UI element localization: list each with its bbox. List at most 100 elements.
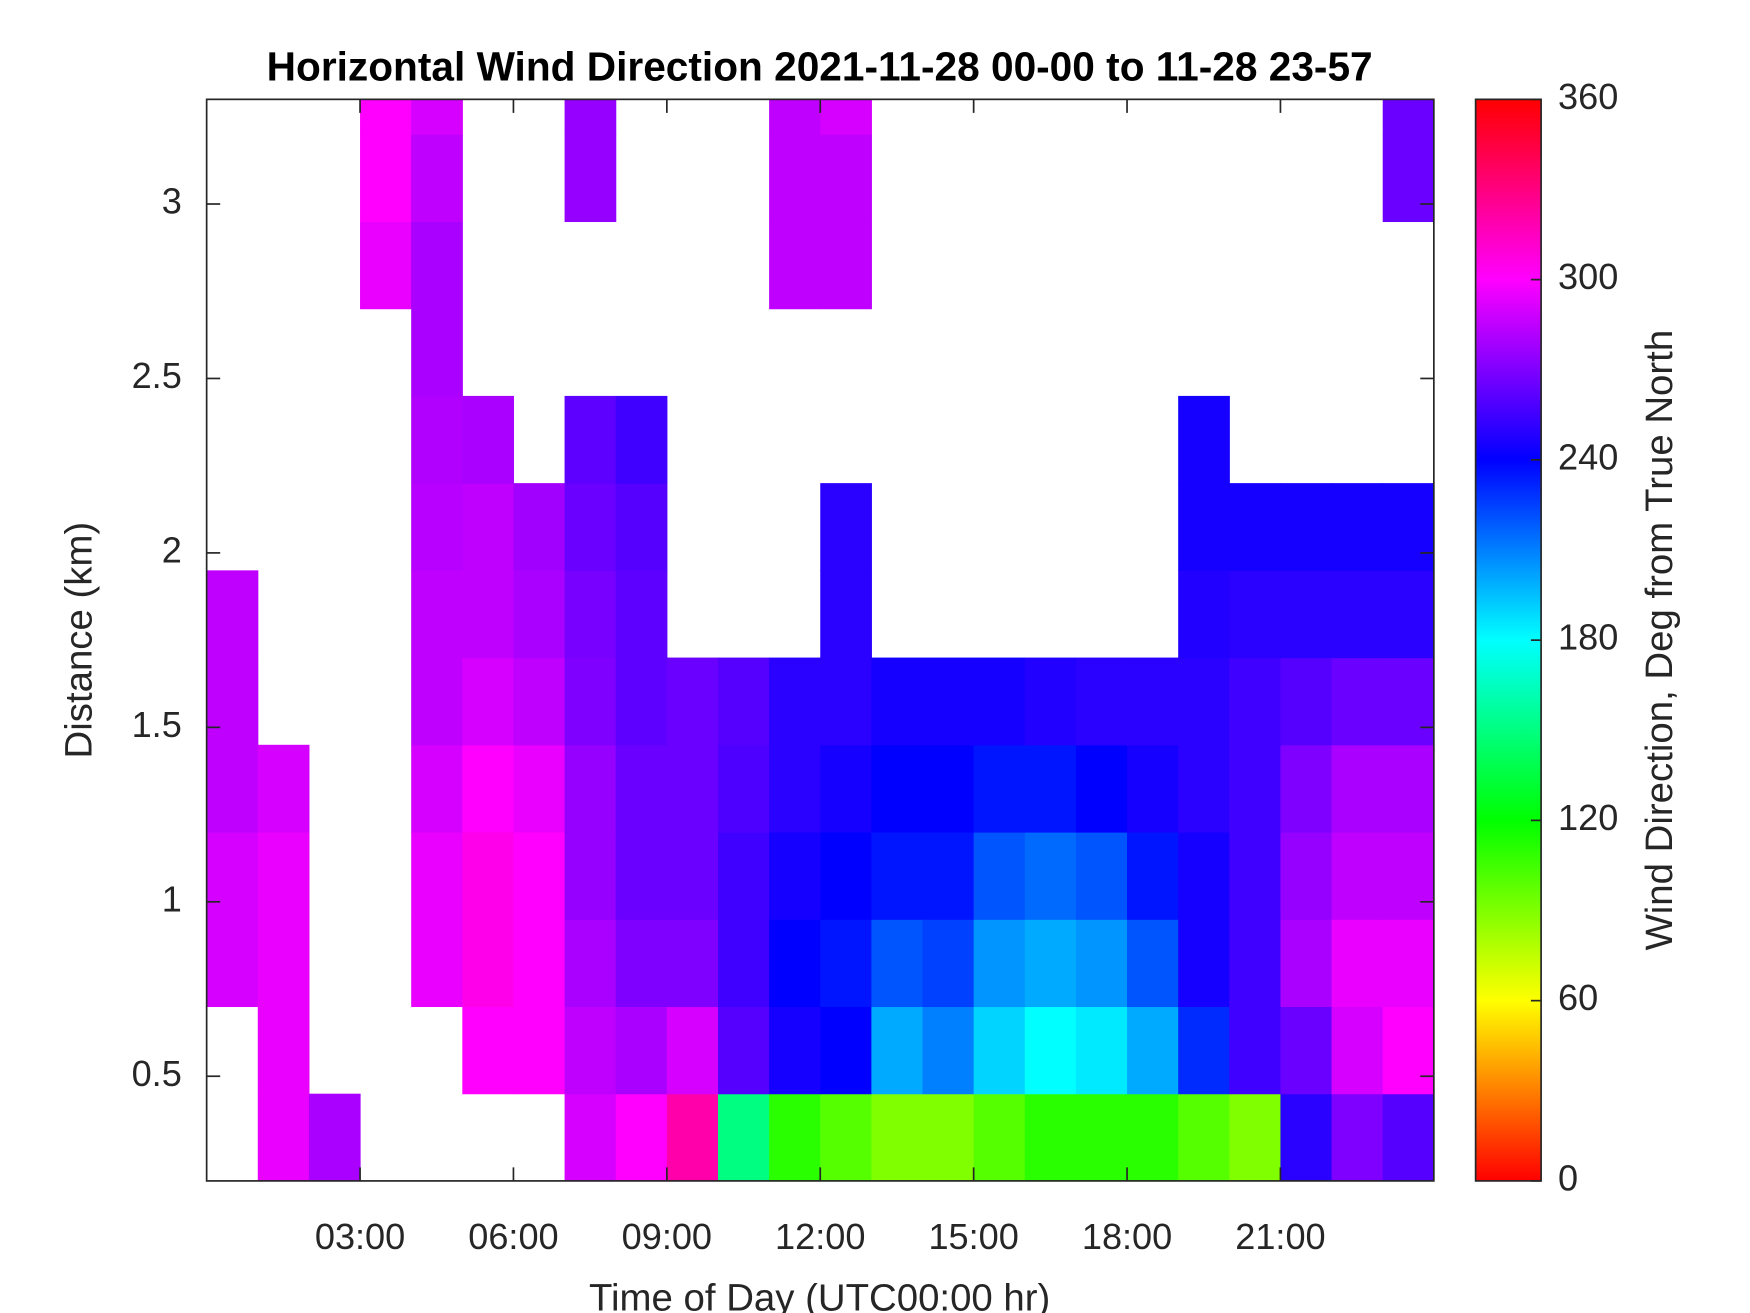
heatmap-cell bbox=[871, 1006, 924, 1095]
heatmap-cell bbox=[666, 744, 719, 833]
heatmap-cell bbox=[1331, 744, 1384, 833]
colorbar-tick-label: 60 bbox=[1558, 977, 1598, 1018]
heatmap-cell bbox=[871, 1093, 924, 1181]
heatmap-cell bbox=[1229, 1006, 1282, 1095]
heatmap-cell bbox=[411, 570, 463, 659]
heatmap-cell bbox=[513, 483, 566, 571]
heatmap-cell bbox=[769, 744, 821, 833]
x-axis-label: Time of Day (UTC00:00 hr) bbox=[589, 1277, 1050, 1313]
heatmap-cell bbox=[1229, 1093, 1282, 1181]
colorbar-tick-label: 120 bbox=[1558, 797, 1618, 838]
heatmap-cell bbox=[871, 919, 924, 1008]
colorbar-tick-label: 300 bbox=[1558, 256, 1618, 297]
colorbar-tick-label: 0 bbox=[1558, 1157, 1578, 1198]
y-tick-label: 3 bbox=[162, 181, 182, 222]
y-tick-label: 2.5 bbox=[132, 355, 182, 396]
x-tick-label: 03:00 bbox=[315, 1216, 405, 1257]
heatmap-cell bbox=[820, 99, 872, 135]
heatmap-cell bbox=[1229, 483, 1282, 571]
heatmap-cell bbox=[411, 657, 463, 746]
heatmap-cell bbox=[1075, 1093, 1128, 1181]
heatmap-cell bbox=[1382, 570, 1434, 659]
heatmap-cell bbox=[1280, 744, 1333, 833]
heatmap-cell bbox=[973, 657, 1026, 746]
heatmap-cell bbox=[1178, 832, 1230, 920]
heatmap-cell bbox=[1229, 744, 1282, 833]
heatmap-cell bbox=[1280, 483, 1333, 571]
x-tick-label: 12:00 bbox=[775, 1216, 865, 1257]
heatmap-cell bbox=[973, 1093, 1026, 1181]
heatmap-cell bbox=[1331, 483, 1384, 571]
heatmap-cell bbox=[1178, 395, 1230, 484]
heatmap-cell bbox=[411, 308, 463, 397]
heatmap-cell bbox=[308, 1093, 361, 1181]
heatmap-cell bbox=[513, 919, 566, 1008]
heatmap-cell bbox=[206, 832, 259, 920]
heatmap-cell bbox=[615, 395, 668, 484]
heatmap-cell bbox=[564, 919, 617, 1008]
heatmap-cell bbox=[769, 99, 821, 135]
heatmap-cell bbox=[1127, 657, 1179, 746]
heatmap-cell bbox=[1280, 919, 1333, 1008]
heatmap-cell bbox=[1178, 1006, 1230, 1095]
heatmap-cell bbox=[922, 657, 975, 746]
colorbar-label: Wind Direction, Deg from True North bbox=[1638, 330, 1681, 951]
heatmap-cell bbox=[820, 221, 872, 310]
heatmap-cell bbox=[769, 221, 821, 310]
heatmap-cell bbox=[1382, 483, 1434, 571]
x-tick-label: 21:00 bbox=[1235, 1216, 1325, 1257]
heatmap-cell bbox=[666, 1093, 719, 1181]
heatmap-cell bbox=[1178, 483, 1230, 571]
heatmap-cell bbox=[462, 570, 515, 659]
heatmap-cell bbox=[1382, 919, 1434, 1008]
heatmap-cell bbox=[411, 919, 463, 1008]
heatmap-cell bbox=[206, 657, 259, 746]
heatmap-cell bbox=[871, 744, 924, 833]
heatmap-cell bbox=[1331, 657, 1384, 746]
heatmap-cell bbox=[615, 832, 668, 920]
heatmap-cell bbox=[922, 832, 975, 920]
heatmap-cell bbox=[717, 1093, 770, 1181]
heatmap-cell bbox=[513, 832, 566, 920]
heatmap-cell bbox=[1229, 919, 1282, 1008]
heatmap-cell bbox=[1280, 657, 1333, 746]
heatmap-cell bbox=[769, 1006, 821, 1095]
heatmap-cell bbox=[1382, 744, 1434, 833]
heatmap-cell bbox=[411, 99, 463, 135]
heatmap-cell bbox=[462, 1006, 515, 1095]
heatmap-cell bbox=[462, 395, 515, 484]
heatmap-cell bbox=[257, 744, 310, 833]
heatmap-cell bbox=[717, 657, 770, 746]
heatmap-cell bbox=[1280, 570, 1333, 659]
heatmap-cell bbox=[717, 919, 770, 1008]
heatmap-cell bbox=[615, 657, 668, 746]
heatmap-cell bbox=[973, 1006, 1026, 1095]
heatmap-cell bbox=[1127, 919, 1179, 1008]
heatmap-cell bbox=[564, 99, 617, 135]
heatmap-cell bbox=[257, 919, 310, 1008]
heatmap-cell bbox=[1331, 570, 1384, 659]
heatmap-cell bbox=[615, 570, 668, 659]
heatmap-cell bbox=[411, 483, 463, 571]
heatmap-cell bbox=[1280, 1006, 1333, 1095]
heatmap-cell bbox=[1382, 832, 1434, 920]
heatmap-cell bbox=[666, 657, 719, 746]
heatmap-cell bbox=[973, 832, 1026, 920]
heatmap-cell bbox=[257, 1093, 310, 1181]
colorbar-tick-label: 180 bbox=[1558, 617, 1618, 658]
heatmap-cell bbox=[462, 744, 515, 833]
heatmap-cell bbox=[1178, 919, 1230, 1008]
heatmap-cell bbox=[564, 134, 617, 223]
heatmap-cell bbox=[615, 1093, 668, 1181]
heatmap-cell bbox=[1075, 657, 1128, 746]
heatmap-cell bbox=[564, 1093, 617, 1181]
heatmap-cell bbox=[411, 221, 463, 310]
heatmap-cell bbox=[462, 657, 515, 746]
heatmap-cell bbox=[564, 395, 617, 484]
heatmap-cell bbox=[1075, 919, 1128, 1008]
colorbar bbox=[1474, 98, 1542, 1182]
heatmap-cell bbox=[615, 483, 668, 571]
heatmap-cell bbox=[820, 483, 872, 571]
heatmap-cell bbox=[922, 1093, 975, 1181]
